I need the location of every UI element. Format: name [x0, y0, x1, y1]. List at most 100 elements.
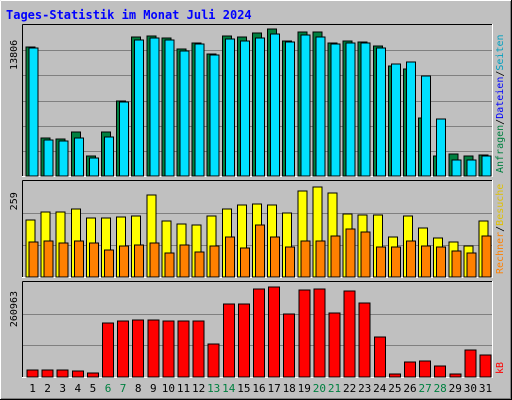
bar-dateien-day-28	[436, 118, 447, 177]
x-axis-day-label: 10	[162, 382, 175, 395]
bar-rechner-day-30	[466, 252, 477, 278]
bar-kb-day-9	[147, 319, 160, 378]
bar-kb-day-2	[41, 369, 54, 378]
bar-rechner-day-14	[224, 236, 235, 278]
bar-kb-day-11	[177, 320, 190, 378]
side-legend-part: /	[495, 226, 506, 232]
bar-rechner-day-18	[285, 246, 296, 278]
side-legend-part: Rechner	[495, 232, 506, 274]
x-axis-day-label: 15	[237, 382, 250, 395]
bar-dateien-day-14	[224, 38, 235, 177]
bar-kb-day-19	[298, 289, 311, 378]
bar-dateien-day-19	[300, 34, 311, 177]
bar-rechner-day-6	[104, 249, 114, 278]
bar-kb-day-31	[479, 354, 492, 378]
bar-dateien-day-30	[466, 159, 477, 177]
side-legend-part: Anfragen	[495, 125, 506, 173]
bar-kb-day-21	[328, 312, 341, 378]
x-axis-day-label: 6	[105, 382, 112, 395]
bar-rechner-day-29	[451, 250, 462, 278]
bar-dateien-day-15	[239, 40, 250, 177]
x-axis-day-label: 18	[283, 382, 296, 395]
bar-dateien-day-25	[390, 63, 401, 177]
bar-dateien-day-21	[330, 43, 341, 177]
bar-kb-day-6	[102, 322, 114, 378]
bar-kb-day-28	[434, 365, 447, 378]
x-axis-day-label: 21	[328, 382, 341, 395]
x-axis-day-label: 26	[403, 382, 416, 395]
bar-kb-day-13	[207, 343, 220, 378]
bar-kb-day-5	[86, 372, 99, 378]
x-axis-day-label: 4	[74, 382, 81, 395]
bar-dateien-day-26	[406, 61, 416, 177]
y-axis-tick-label: 259	[9, 192, 20, 210]
x-axis-day-label: 14	[222, 382, 236, 395]
bar-dateien-day-13	[209, 54, 220, 177]
bar-kb-day-29	[449, 373, 462, 378]
bar-kb-day-8	[132, 319, 145, 378]
x-axis-day-label: 24	[373, 382, 387, 395]
bar-rechner-day-31	[481, 235, 492, 278]
bar-kb-day-27	[419, 360, 432, 378]
x-axis-day-label: 29	[449, 382, 462, 395]
bar-kb-day-1	[26, 369, 39, 378]
x-axis-day-label: 12	[192, 382, 205, 395]
side-legend-part: /	[495, 71, 506, 77]
bar-rechner-day-21	[330, 235, 341, 278]
bar-dateien-day-8	[134, 39, 145, 177]
bar-dateien-day-12	[194, 43, 205, 177]
bar-kb-day-23	[358, 302, 371, 378]
bar-dateien-day-9	[149, 37, 160, 177]
bar-dateien-day-23	[360, 42, 371, 177]
side-legend-part: Dateien	[495, 77, 506, 119]
bar-rechner-day-26	[406, 240, 416, 278]
x-axis-day-label: 27	[418, 382, 431, 395]
bar-rechner-day-3	[58, 242, 69, 278]
x-axis-day-label: 11	[177, 382, 190, 395]
x-axis-day-label: 16	[252, 382, 265, 395]
x-axis-day-label: 22	[343, 382, 356, 395]
x-axis-day-label: 23	[358, 382, 371, 395]
bar-dateien-day-2	[43, 139, 54, 177]
x-axis-day-label: 2	[44, 382, 51, 395]
side-legend-part: /	[495, 119, 506, 125]
side-legend-label: Anfragen/Dateien/Seiten	[495, 34, 506, 173]
kilobytes-panel: 260963 kB	[9, 281, 506, 378]
side-legend-part: Besuche	[495, 184, 506, 226]
side-legend-part: kB	[495, 362, 506, 374]
bar-kb-day-3	[56, 369, 69, 378]
bar-rechner-day-8	[134, 244, 145, 278]
hosts-visits-panel: 259 Rechner/Besuche	[9, 180, 506, 278]
bar-rechner-day-7	[119, 245, 130, 278]
bar-rechner-day-17	[270, 236, 281, 278]
bar-dateien-day-4	[73, 137, 84, 177]
x-axis-day-label: 7	[120, 382, 127, 395]
bar-kb-day-16	[253, 288, 265, 378]
bar-kb-day-7	[117, 320, 130, 378]
x-axis-day-label: 25	[388, 382, 401, 395]
bar-rechner-day-16	[255, 224, 265, 278]
bar-rechner-day-15	[239, 247, 250, 278]
bar-kb-day-30	[464, 349, 477, 378]
bar-rechner-day-20	[315, 240, 326, 278]
bar-rechner-day-19	[300, 240, 311, 278]
x-axis-day-label: 19	[298, 382, 311, 395]
bar-rechner-day-25	[390, 246, 401, 278]
x-axis-day-label: 5	[90, 382, 97, 395]
side-legend-part: Seiten	[495, 34, 506, 70]
bar-kb-day-15	[237, 303, 250, 378]
bar-rechner-day-5	[88, 242, 99, 278]
bar-rechner-day-12	[194, 251, 205, 278]
bar-kb-day-17	[268, 286, 281, 378]
x-axis-day-label: 31	[479, 382, 492, 395]
x-axis-day-label: 8	[135, 382, 142, 395]
bar-kb-day-24	[373, 336, 386, 378]
bar-rechner-day-13	[209, 245, 220, 278]
bar-kb-day-4	[71, 370, 84, 378]
bar-rechner-day-9	[149, 242, 160, 278]
bar-dateien-day-31	[481, 155, 492, 177]
bar-dateien-day-1	[28, 47, 39, 177]
bar-rechner-day-27	[421, 245, 432, 278]
chart-title: Tages-Statistik im Monat Juli 2024	[6, 8, 252, 22]
